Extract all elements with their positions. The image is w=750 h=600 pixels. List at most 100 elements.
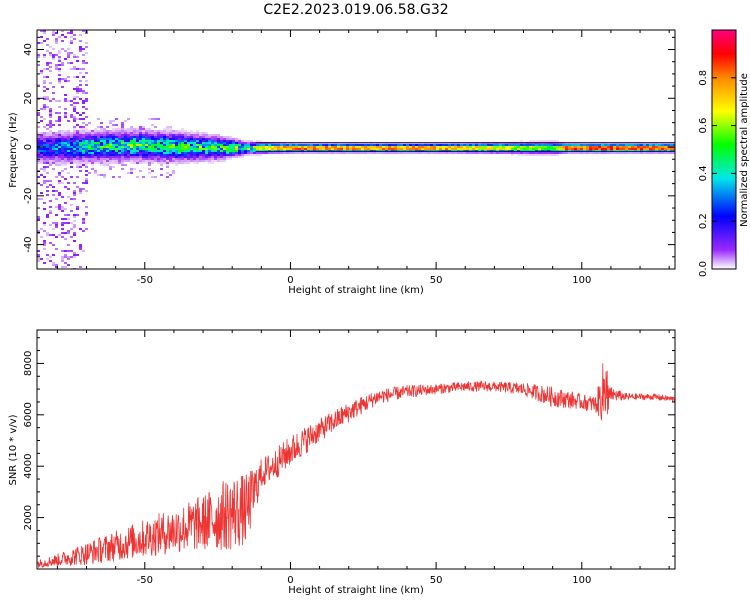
heatmap-cell bbox=[316, 150, 319, 152]
heatmap-cell bbox=[130, 156, 133, 158]
heatmap-cell bbox=[181, 162, 184, 164]
snr-frame bbox=[36, 329, 676, 570]
heatmap-cell bbox=[151, 132, 154, 134]
heatmap-cell bbox=[40, 156, 43, 158]
heatmap-cell bbox=[40, 152, 43, 154]
heatmap-cell bbox=[49, 234, 52, 236]
heatmap-cell bbox=[238, 144, 241, 146]
heatmap-cell bbox=[106, 148, 109, 150]
heatmap-cell bbox=[529, 146, 532, 148]
heatmap-cell bbox=[475, 152, 478, 154]
heatmap-cell bbox=[43, 98, 46, 100]
heatmap-cell bbox=[181, 158, 184, 160]
heatmap-cell bbox=[148, 138, 151, 140]
heatmap-cell bbox=[67, 152, 70, 154]
heatmap-cell bbox=[385, 152, 388, 154]
heatmap-cell bbox=[622, 144, 625, 146]
heatmap-cell bbox=[157, 150, 160, 152]
heatmap-cell bbox=[190, 138, 193, 140]
heatmap-cell bbox=[61, 218, 64, 220]
heatmap-cell bbox=[58, 120, 61, 122]
heatmap-cell bbox=[271, 148, 274, 150]
heatmap-cell bbox=[43, 148, 46, 150]
heatmap-cell bbox=[103, 158, 106, 160]
heatmap-cell bbox=[256, 146, 259, 148]
heatmap-cell bbox=[82, 218, 85, 220]
heatmap-cell bbox=[256, 152, 259, 154]
heatmap-cell bbox=[121, 168, 124, 170]
heatmap-cell bbox=[550, 140, 553, 142]
heatmap-cell bbox=[115, 154, 118, 156]
heatmap-cell bbox=[52, 48, 55, 50]
heatmap-cell bbox=[208, 152, 211, 154]
heatmap-cell bbox=[133, 136, 136, 138]
heatmap-cell bbox=[643, 146, 646, 148]
heatmap-cell bbox=[70, 36, 73, 38]
heatmap-cell bbox=[469, 152, 472, 154]
heatmap-cell bbox=[148, 140, 151, 142]
heatmap-cell bbox=[64, 136, 67, 138]
heatmap-cell bbox=[64, 94, 67, 96]
heatmap-cell bbox=[52, 262, 55, 264]
heatmap-cell bbox=[523, 152, 526, 154]
heatmap-cell bbox=[160, 134, 163, 136]
heatmap-cell bbox=[85, 158, 88, 160]
heatmap-cell bbox=[64, 266, 67, 268]
heatmap-cell bbox=[58, 172, 61, 174]
heatmap-cell bbox=[211, 138, 214, 140]
heatmap-cell bbox=[388, 146, 391, 148]
heatmap-cell bbox=[61, 224, 64, 226]
heatmap-cell bbox=[121, 134, 124, 136]
heatmap-cell bbox=[634, 146, 637, 148]
heatmap-cell bbox=[193, 156, 196, 158]
heatmap-cell bbox=[307, 148, 310, 150]
heatmap-cell bbox=[139, 170, 142, 172]
heatmap-cell bbox=[82, 106, 85, 108]
heatmap-cell bbox=[61, 156, 64, 158]
heatmap-cell bbox=[166, 142, 169, 144]
heatmap-cell bbox=[76, 176, 79, 178]
heatmap-cell bbox=[76, 102, 79, 104]
heatmap-cell bbox=[46, 144, 49, 146]
heatmap-cell bbox=[43, 202, 46, 204]
heatmap-cell bbox=[64, 116, 67, 118]
heatmap-cell bbox=[88, 160, 91, 162]
heatmap-cell bbox=[73, 192, 76, 194]
heatmap-cell bbox=[70, 228, 73, 230]
heatmap-cell bbox=[214, 156, 217, 158]
heatmap-cell bbox=[88, 132, 91, 134]
heatmap-cell bbox=[73, 220, 76, 222]
heatmap-cell bbox=[187, 138, 190, 140]
heatmap-cell bbox=[73, 148, 76, 150]
heatmap-cell bbox=[166, 150, 169, 152]
heatmap-cell bbox=[154, 150, 157, 152]
heatmap-cell bbox=[388, 144, 391, 146]
heatmap-cell bbox=[139, 160, 142, 162]
heatmap-cell bbox=[136, 154, 139, 156]
heatmap-cell bbox=[328, 144, 331, 146]
heatmap-cell bbox=[70, 176, 73, 178]
heatmap-cell bbox=[79, 114, 82, 116]
heatmap-cell bbox=[604, 144, 607, 146]
heatmap-cell bbox=[133, 146, 136, 148]
x-tick-label: 50 bbox=[430, 575, 443, 586]
heatmap-cell bbox=[94, 144, 97, 146]
heatmap-cell bbox=[166, 132, 169, 134]
heatmap-cell bbox=[133, 134, 136, 136]
heatmap-cell bbox=[571, 148, 574, 150]
heatmap-cell bbox=[73, 144, 76, 146]
heatmap-cell bbox=[241, 154, 244, 156]
heatmap-cell bbox=[352, 148, 355, 150]
heatmap-cell bbox=[457, 146, 460, 148]
heatmap-cell bbox=[64, 238, 67, 240]
heatmap-cell bbox=[577, 150, 580, 152]
heatmap-cell bbox=[217, 160, 220, 162]
heatmap-cell bbox=[82, 102, 85, 104]
heatmap-cell bbox=[118, 144, 121, 146]
heatmap-cell bbox=[37, 64, 40, 66]
heatmap-cell bbox=[475, 146, 478, 148]
heatmap-cell bbox=[160, 140, 163, 142]
heatmap-cell bbox=[142, 126, 145, 128]
heatmap-cell bbox=[79, 126, 82, 128]
heatmap-cell bbox=[46, 96, 49, 98]
